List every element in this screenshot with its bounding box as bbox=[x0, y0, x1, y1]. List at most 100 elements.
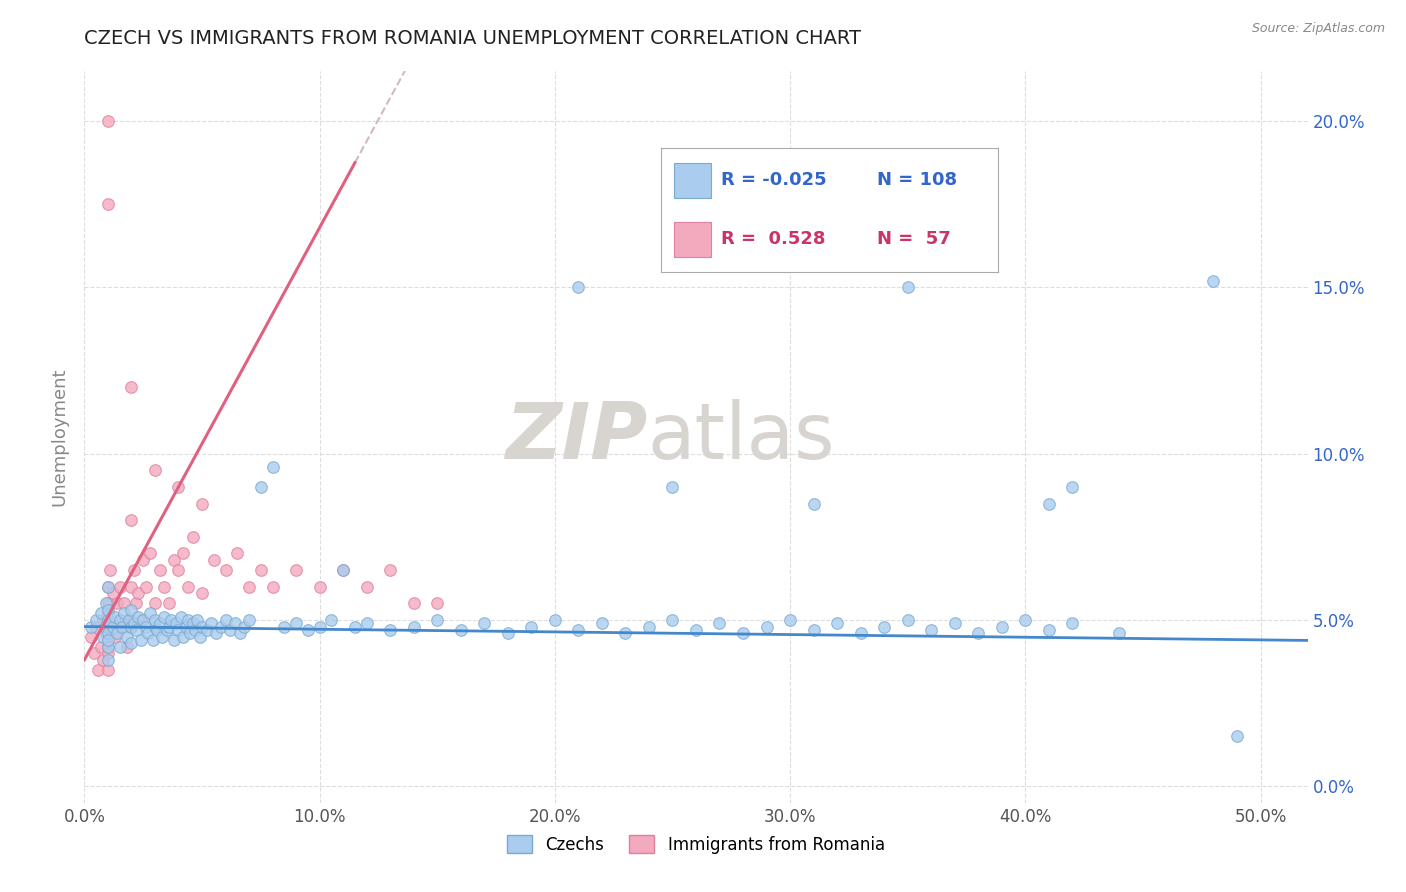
Point bbox=[167, 563, 190, 577]
Point bbox=[132, 553, 155, 567]
Point bbox=[120, 603, 142, 617]
Point bbox=[118, 613, 141, 627]
Point bbox=[143, 463, 166, 477]
Point bbox=[125, 596, 148, 610]
Bar bbox=[673, 222, 711, 257]
Point bbox=[184, 623, 207, 637]
Point bbox=[1062, 616, 1084, 631]
Text: R = -0.025: R = -0.025 bbox=[721, 170, 827, 189]
Point bbox=[195, 623, 218, 637]
Point bbox=[163, 632, 186, 647]
Point bbox=[450, 623, 472, 637]
Point bbox=[825, 616, 848, 631]
Point bbox=[127, 609, 149, 624]
Point bbox=[285, 616, 308, 631]
Point bbox=[101, 586, 124, 600]
Point bbox=[97, 580, 120, 594]
Point bbox=[83, 646, 105, 660]
Point bbox=[200, 616, 222, 631]
Point bbox=[567, 623, 589, 637]
Point bbox=[80, 630, 103, 644]
Point bbox=[97, 114, 120, 128]
Point bbox=[544, 613, 567, 627]
Point bbox=[228, 626, 250, 640]
Point bbox=[967, 626, 990, 640]
Point bbox=[177, 580, 200, 594]
Point bbox=[172, 630, 194, 644]
Point bbox=[157, 619, 180, 633]
Point bbox=[226, 546, 249, 560]
Point bbox=[186, 613, 208, 627]
Point bbox=[943, 616, 966, 631]
Point bbox=[94, 626, 117, 640]
Text: N =  57: N = 57 bbox=[877, 230, 950, 248]
Text: N = 108: N = 108 bbox=[877, 170, 957, 189]
Point bbox=[233, 619, 256, 633]
Point bbox=[97, 640, 120, 654]
Point bbox=[120, 513, 142, 527]
Point bbox=[104, 609, 127, 624]
Point bbox=[661, 480, 683, 494]
Point bbox=[1014, 613, 1036, 627]
Point bbox=[332, 563, 354, 577]
Point bbox=[108, 613, 131, 627]
Point bbox=[205, 626, 228, 640]
Point bbox=[142, 632, 165, 647]
Point bbox=[897, 280, 920, 294]
Point bbox=[803, 623, 825, 637]
Point bbox=[297, 623, 319, 637]
Point bbox=[520, 619, 543, 633]
Point bbox=[496, 626, 519, 640]
Point bbox=[426, 613, 449, 627]
Point bbox=[143, 596, 166, 610]
Point bbox=[105, 626, 128, 640]
Point bbox=[356, 580, 378, 594]
Point bbox=[135, 619, 157, 633]
Point bbox=[1038, 497, 1060, 511]
Point bbox=[167, 623, 190, 637]
Point bbox=[112, 607, 135, 621]
Point bbox=[129, 613, 152, 627]
Point bbox=[638, 619, 661, 633]
Point bbox=[321, 613, 343, 627]
Point bbox=[209, 619, 232, 633]
Point bbox=[150, 630, 173, 644]
Point bbox=[105, 596, 128, 610]
Point bbox=[285, 563, 308, 577]
Point bbox=[249, 480, 271, 494]
Point bbox=[149, 563, 172, 577]
Point bbox=[214, 613, 236, 627]
Point bbox=[380, 563, 402, 577]
Point bbox=[139, 546, 162, 560]
Bar bbox=[673, 163, 711, 198]
Point bbox=[709, 616, 731, 631]
Point bbox=[380, 623, 402, 637]
Point bbox=[1108, 626, 1130, 640]
Point bbox=[97, 640, 120, 654]
Point bbox=[90, 640, 112, 654]
Point bbox=[332, 563, 354, 577]
Point bbox=[262, 460, 284, 475]
Point bbox=[897, 613, 920, 627]
Point bbox=[614, 626, 637, 640]
Point bbox=[97, 626, 120, 640]
Point bbox=[1038, 623, 1060, 637]
Point bbox=[849, 626, 872, 640]
Point bbox=[779, 613, 801, 627]
Point bbox=[97, 619, 120, 633]
Point bbox=[122, 616, 145, 631]
Point bbox=[238, 580, 260, 594]
Legend: Czechs, Immigrants from Romania: Czechs, Immigrants from Romania bbox=[501, 829, 891, 860]
Point bbox=[136, 626, 159, 640]
Point bbox=[308, 580, 330, 594]
Point bbox=[1226, 729, 1249, 743]
Point bbox=[191, 497, 214, 511]
Point bbox=[97, 580, 120, 594]
Point bbox=[181, 616, 204, 631]
Point bbox=[104, 630, 127, 644]
Point bbox=[163, 553, 186, 567]
Point bbox=[170, 609, 193, 624]
Point bbox=[90, 607, 112, 621]
Point bbox=[238, 613, 260, 627]
Text: CZECH VS IMMIGRANTS FROM ROMANIA UNEMPLOYMENT CORRELATION CHART: CZECH VS IMMIGRANTS FROM ROMANIA UNEMPLO… bbox=[84, 29, 862, 47]
